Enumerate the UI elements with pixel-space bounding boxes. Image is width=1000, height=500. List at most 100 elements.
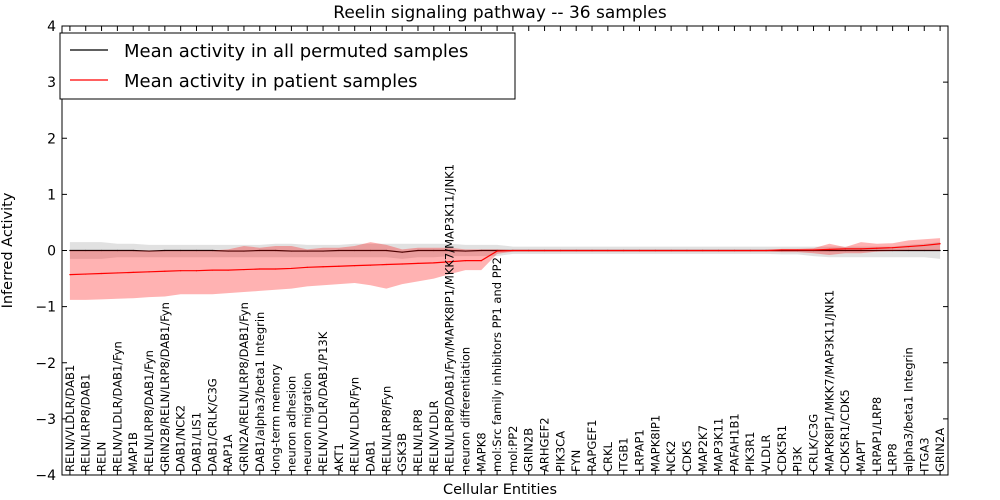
point-patient (797, 249, 799, 251)
point-permuted (148, 250, 150, 252)
x-category-label: neuron differentiation (458, 347, 472, 472)
point-patient (164, 270, 166, 272)
legend-box (59, 32, 516, 100)
point-permuted (417, 249, 419, 252)
point-permuted (195, 249, 198, 252)
point-patient (227, 269, 229, 271)
x-category-label: MAPK8IP1 (648, 415, 662, 472)
point-permuted (860, 249, 862, 252)
x-category-label: MAPK8 (474, 432, 488, 472)
point-permuted (164, 249, 166, 252)
point-patient (717, 249, 720, 252)
point-patient (290, 267, 293, 270)
point-patient (670, 249, 672, 252)
point-patient (417, 262, 419, 265)
point-patient (907, 245, 910, 248)
x-category-label: VLDLR (759, 434, 773, 472)
point-patient (892, 247, 894, 249)
point-patient (876, 247, 878, 249)
x-category-label: alpha3/beta1 Integrin (901, 347, 915, 472)
point-patient (369, 264, 372, 266)
point-patient (781, 249, 783, 251)
point-patient (480, 260, 482, 262)
x-category-label: GRIN2B (522, 428, 536, 472)
x-category-label: ITGB1 (617, 437, 631, 472)
point-patient (464, 260, 467, 262)
point-patient (338, 265, 340, 267)
x-category-label: RELN/VLDLR/DAB1 (63, 365, 77, 472)
point-patient (512, 249, 514, 252)
point-permuted (306, 250, 308, 252)
point-patient (559, 249, 561, 252)
x-category-label: neuron adhesion (284, 376, 298, 472)
x-category-label: ARHGEF2 (538, 417, 552, 472)
x-category-label: mol:PP2 (506, 426, 520, 473)
point-permuted (227, 250, 229, 252)
point-patient (148, 271, 150, 273)
x-category-label: CDK5 (680, 440, 694, 472)
x-category-label: RELN/LRP8/Fyn (379, 386, 393, 472)
point-patient (654, 249, 656, 252)
line-patient (69, 243, 941, 276)
point-permuted (433, 249, 435, 252)
point-patient (575, 249, 577, 252)
point-permuted (449, 249, 451, 252)
point-permuted (844, 249, 846, 252)
point-patient (243, 268, 245, 271)
point-permuted (828, 249, 830, 252)
x-category-label: GRIN2B/RELN/LRP8/DAB1/Fyn (158, 302, 172, 472)
point-patient (385, 263, 387, 266)
point-patient (449, 261, 451, 263)
point-permuted (116, 249, 118, 252)
point-patient (812, 249, 815, 251)
x-category-label: PIK3R1 (743, 432, 757, 473)
x-category-label: mol:Src family inhibitors PP1 and PP2 (490, 257, 504, 472)
x-category-label: RELN/VLDLR/DAB1/Fyn (110, 341, 124, 472)
point-patient (354, 265, 356, 267)
x-category-label: RELN (95, 442, 109, 472)
x-category-label: RELN/VLDLR/DAB1/P13K (316, 331, 330, 472)
point-patient (733, 249, 736, 252)
point-patient (116, 272, 118, 274)
x-category-label: MAPT (854, 439, 868, 472)
point-patient (401, 263, 403, 265)
x-category-label: long-term memory (269, 364, 283, 472)
point-patient (828, 248, 830, 250)
plot-area (69, 238, 941, 300)
y-tick-label: 1 (47, 187, 56, 203)
x-category-label: RAPGEF1 (585, 420, 599, 472)
point-patient (686, 249, 688, 252)
chart-title: Reelin signaling pathway -- 36 samples (333, 3, 667, 23)
x-category-label: NCK2 (664, 441, 678, 473)
x-category-label: DAB1/LIS1 (189, 412, 203, 472)
x-category-label: DAB1 (364, 440, 378, 472)
point-permuted (132, 249, 134, 252)
y-tick-label: −1 (35, 300, 56, 316)
point-patient (623, 249, 625, 252)
point-patient (923, 244, 925, 247)
y-tick-label: 2 (47, 131, 56, 147)
x-category-label: AKT1 (332, 443, 346, 472)
x-category-label: GRIN2A/RELN/LRP8/DAB1/Fyn (237, 302, 251, 472)
x-category-label: GSK3B (395, 433, 409, 472)
legend: Mean activity in all permuted samples Me… (59, 32, 516, 100)
x-category-label: LRP8 (886, 443, 900, 472)
x-category-label: MAP1B (126, 432, 140, 472)
point-patient (844, 248, 846, 250)
y-tick-label: −3 (35, 412, 56, 428)
x-category-label: MAP3K11 (712, 418, 726, 472)
x-category-label: RELN/LRP8/DAB1 (79, 374, 93, 472)
point-permuted (85, 249, 87, 252)
x-category-label: FYN (569, 450, 583, 472)
x-category-label: MAPK8IP1/MKK7/MAP3K11/JNK1 (822, 290, 836, 472)
y-tick-label: 0 (47, 244, 56, 260)
point-permuted (464, 250, 467, 252)
legend-label-patient: Mean activity in patient samples (124, 71, 418, 92)
point-permuted (259, 249, 261, 252)
point-patient (939, 243, 941, 245)
point-permuted (876, 249, 878, 252)
x-category-label: RELN/LRP8/DAB1/Fyn/MAPK8IP1/MKK7/MAP3K11… (443, 164, 457, 472)
point-patient (211, 269, 213, 271)
legend-label-permuted: Mean activity in all permuted samples (124, 41, 468, 62)
point-patient (259, 268, 261, 270)
